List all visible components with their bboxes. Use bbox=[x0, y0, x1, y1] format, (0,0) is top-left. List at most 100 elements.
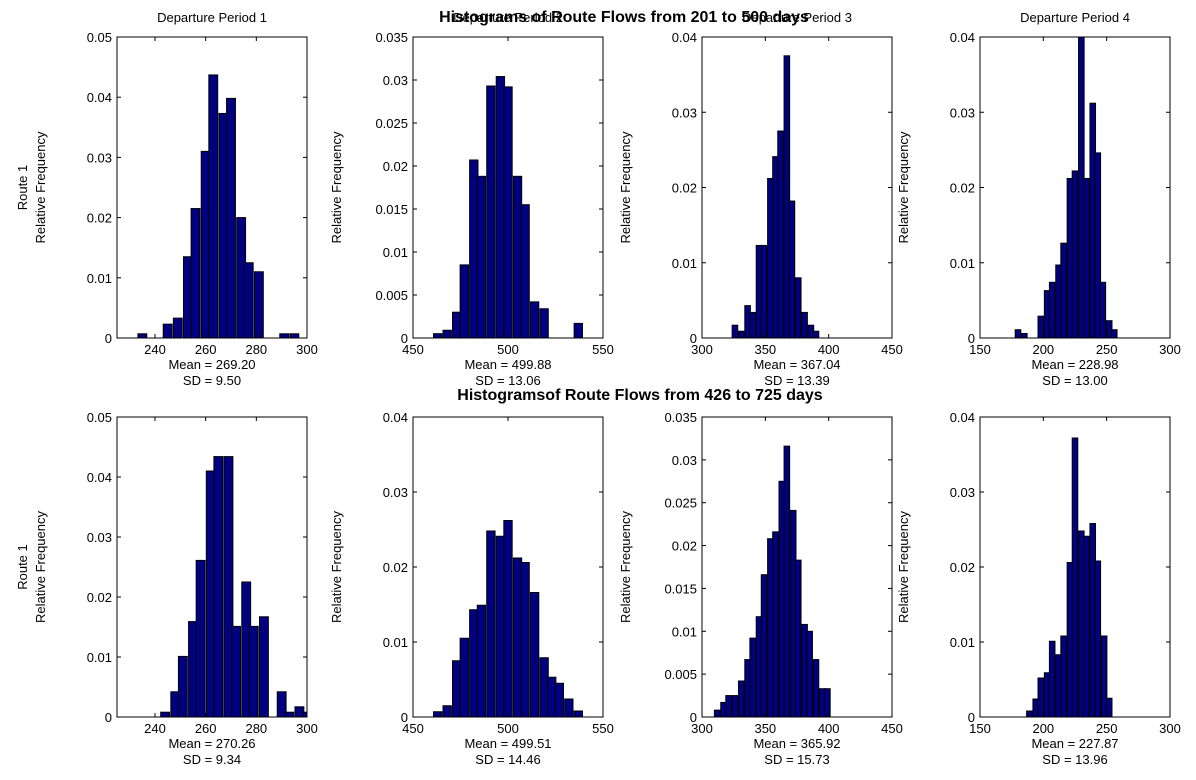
y-tick-label: 0.01 bbox=[950, 635, 975, 650]
sd-label: SD = 13.96 bbox=[1042, 752, 1107, 767]
histogram-bar bbox=[801, 311, 808, 339]
y-tick-label: 0.005 bbox=[375, 288, 408, 303]
y-tick-label: 0.04 bbox=[950, 30, 975, 45]
bars bbox=[433, 520, 583, 718]
y-tick-label: 0.015 bbox=[375, 202, 408, 217]
x-tick-label: 400 bbox=[818, 721, 840, 736]
y-tick-label: 0 bbox=[968, 710, 975, 725]
histogram-bar bbox=[737, 330, 745, 339]
x-tick-label: 150 bbox=[969, 342, 991, 357]
sd-label: SD = 15.73 bbox=[764, 752, 829, 767]
histogram-bar bbox=[1110, 329, 1118, 339]
sd-label: SD = 9.34 bbox=[183, 752, 241, 767]
bars bbox=[1026, 437, 1113, 718]
mean-label: Mean = 228.98 bbox=[1031, 357, 1118, 372]
sd-label: SD = 9.50 bbox=[183, 373, 241, 388]
y-axis-label: Relative Frequency bbox=[33, 131, 48, 243]
x-tick-label: 200 bbox=[1032, 721, 1054, 736]
mean-label: Mean = 499.51 bbox=[464, 736, 551, 751]
y-axis-label: Relative Frequency bbox=[33, 511, 48, 623]
panel-title: Departure Period 2 bbox=[453, 10, 563, 25]
y-tick-label: 0.025 bbox=[664, 496, 697, 511]
x-tick-label: 450 bbox=[881, 342, 903, 357]
histogram-bar bbox=[190, 208, 201, 339]
x-tick-label: 200 bbox=[1032, 342, 1054, 357]
histogram-bar bbox=[1014, 329, 1022, 339]
mean-label: Mean = 269.20 bbox=[168, 357, 255, 372]
y-axis-label: Relative Frequency bbox=[896, 511, 911, 623]
y-tick-label: 0.03 bbox=[383, 73, 408, 88]
x-tick-label: 260 bbox=[195, 721, 217, 736]
y-tick-label: 0.015 bbox=[664, 581, 697, 596]
axes-box bbox=[701, 416, 893, 718]
bars bbox=[731, 55, 820, 339]
histogram-bar bbox=[172, 317, 183, 339]
y-axis-label: Relative Frequency bbox=[618, 131, 633, 243]
y-tick-label: 0.04 bbox=[950, 410, 975, 425]
histogram-bar bbox=[1037, 677, 1045, 718]
histogram-bar bbox=[289, 333, 300, 339]
histogram-bar bbox=[1048, 281, 1056, 339]
y-tick-label: 0.01 bbox=[383, 635, 408, 650]
histogram-bar bbox=[503, 520, 513, 718]
histogram-bar bbox=[459, 637, 469, 718]
y-axis-label: Relative Frequency bbox=[896, 131, 911, 243]
histogram-bar bbox=[1083, 535, 1090, 718]
histogram-bar bbox=[486, 85, 496, 339]
y-tick-label: 0.01 bbox=[383, 245, 408, 260]
y-tick-label: 0.02 bbox=[383, 159, 408, 174]
y-tick-label: 0.03 bbox=[672, 105, 697, 120]
axes-box bbox=[116, 416, 308, 718]
x-tick-label: 250 bbox=[1096, 342, 1118, 357]
x-tick-label: 280 bbox=[245, 342, 267, 357]
panels-group: 240 260 280 30000.010.020.030.040.05Relativ… bbox=[15, 10, 1181, 767]
row-2-title: Histogramsof Route Flows from 426 to 725… bbox=[457, 387, 823, 404]
histogram-panel: 450 500 550 0 0.005 0.01 0.015 0.02 0.025 0.03 0.0… bbox=[329, 10, 614, 388]
histogram-bar bbox=[442, 705, 452, 718]
histogram-bar bbox=[573, 710, 583, 718]
sd-label: SD = 13.06 bbox=[475, 373, 540, 388]
y-tick-label: 0.04 bbox=[87, 90, 112, 105]
x-tick-label: 400 bbox=[818, 342, 840, 357]
histogram-bar bbox=[713, 709, 721, 718]
histogram-bar bbox=[1026, 710, 1033, 718]
histogram-bar bbox=[476, 604, 487, 718]
route-label: Route 1 bbox=[15, 165, 30, 211]
histogram-bar bbox=[554, 682, 564, 718]
x-tick-label: 350 bbox=[754, 342, 776, 357]
x-tick-label: 450 bbox=[402, 721, 424, 736]
histogram-bar bbox=[302, 711, 308, 718]
histogram-bar bbox=[529, 301, 540, 339]
mean-label: Mean = 365.92 bbox=[753, 736, 840, 751]
y-tick-label: 0.01 bbox=[87, 650, 112, 665]
y-tick-label: 0.01 bbox=[87, 271, 112, 286]
histogram-bar bbox=[794, 559, 802, 718]
x-tick-label: 300 bbox=[296, 721, 318, 736]
axes-box bbox=[116, 36, 308, 339]
y-tick-label: 0 bbox=[690, 331, 697, 346]
x-tick-label: 300 bbox=[296, 342, 318, 357]
histogram-bar bbox=[213, 456, 224, 718]
bars bbox=[137, 74, 300, 339]
histogram-bar bbox=[177, 655, 188, 718]
histogram-bar bbox=[1083, 177, 1090, 339]
histogram-bar bbox=[248, 625, 259, 718]
histogram-bar bbox=[284, 711, 295, 718]
histogram-bar bbox=[459, 264, 469, 339]
histogram-panel: 450 500 550 0 0.01 0.02 0.03 0.04 Relative Frequ… bbox=[329, 410, 614, 767]
histogram-bar bbox=[1105, 697, 1113, 718]
y-tick-label: 0.01 bbox=[950, 256, 975, 271]
y-axis-label: Relative Frequency bbox=[329, 511, 344, 623]
y-tick-label: 0.01 bbox=[672, 256, 697, 271]
y-tick-label: 0.04 bbox=[87, 470, 112, 485]
y-tick-label: 0.02 bbox=[87, 211, 112, 226]
panel-title: Departure Period 1 bbox=[157, 10, 267, 25]
y-tick-label: 0.03 bbox=[87, 150, 112, 165]
histogram-bar bbox=[1099, 281, 1107, 339]
histogram-bar bbox=[731, 695, 739, 718]
histogram-panel: 300 350 400 450 0 0.01 0.02 0.03 0.04 Relative Fr… bbox=[618, 10, 903, 388]
bars bbox=[713, 445, 831, 718]
bars bbox=[433, 76, 583, 339]
histogram-panel: 150 200 250 300 0 0.01 0.02 0.03 0.04 Relative Fr… bbox=[896, 410, 1181, 767]
histogram-bar bbox=[231, 625, 242, 718]
